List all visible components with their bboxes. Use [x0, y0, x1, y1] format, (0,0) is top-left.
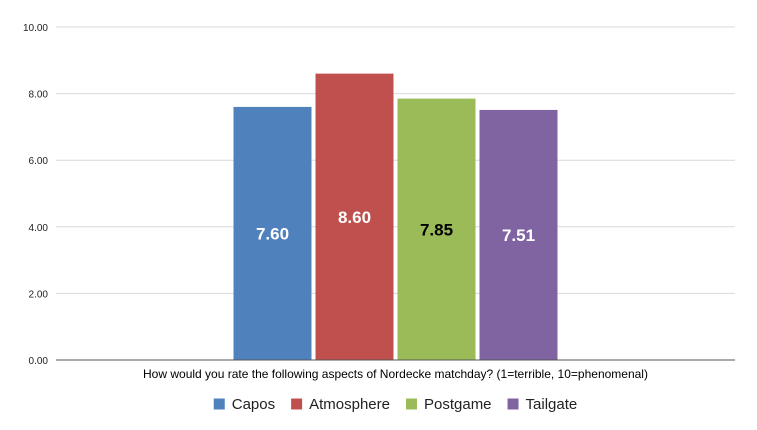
- legend-item-tailgate: Tailgate: [507, 396, 578, 413]
- legend-swatch: [213, 398, 225, 410]
- y-tick-label: 2.00: [29, 289, 49, 300]
- y-tick-label: 6.00: [29, 156, 49, 167]
- bar-capos: [233, 106, 312, 360]
- data-label-atmosphere: 8.60: [338, 208, 371, 227]
- category-label: How would you rate the following aspects…: [143, 367, 648, 381]
- legend-item-capos: Capos: [213, 396, 275, 413]
- data-labels: 7.60 8.60 7.85 7.51: [256, 208, 535, 245]
- bar-postgame: [397, 98, 476, 360]
- legend: Capos Atmosphere Postgame Tailgate: [213, 396, 578, 413]
- data-label-capos: 7.60: [256, 224, 289, 243]
- legend-label: Atmosphere: [309, 396, 390, 413]
- bar-tailgate: [479, 109, 558, 361]
- legend-label: Postgame: [424, 396, 492, 413]
- legend-label: Tailgate: [526, 396, 578, 413]
- bars: [233, 73, 558, 361]
- legend-swatch: [405, 398, 417, 410]
- y-tick-label: 4.00: [29, 223, 49, 234]
- legend-item-atmosphere: Atmosphere: [291, 396, 390, 413]
- y-tick-label: 8.00: [29, 90, 49, 101]
- y-axis-ticks: 0.00 2.00 4.00 6.00 8.00 10.00: [23, 23, 48, 367]
- data-label-postgame: 7.85: [420, 220, 453, 239]
- y-tick-label: 0.00: [29, 356, 49, 367]
- legend-label: Capos: [232, 396, 275, 413]
- bar-atmosphere: [315, 73, 394, 361]
- y-tick-label: 10.00: [23, 23, 48, 34]
- legend-swatch: [291, 398, 303, 410]
- gridlines: [56, 26, 735, 294]
- data-label-tailgate: 7.51: [502, 226, 535, 245]
- legend-item-postgame: Postgame: [405, 396, 492, 413]
- legend-swatch: [507, 398, 519, 410]
